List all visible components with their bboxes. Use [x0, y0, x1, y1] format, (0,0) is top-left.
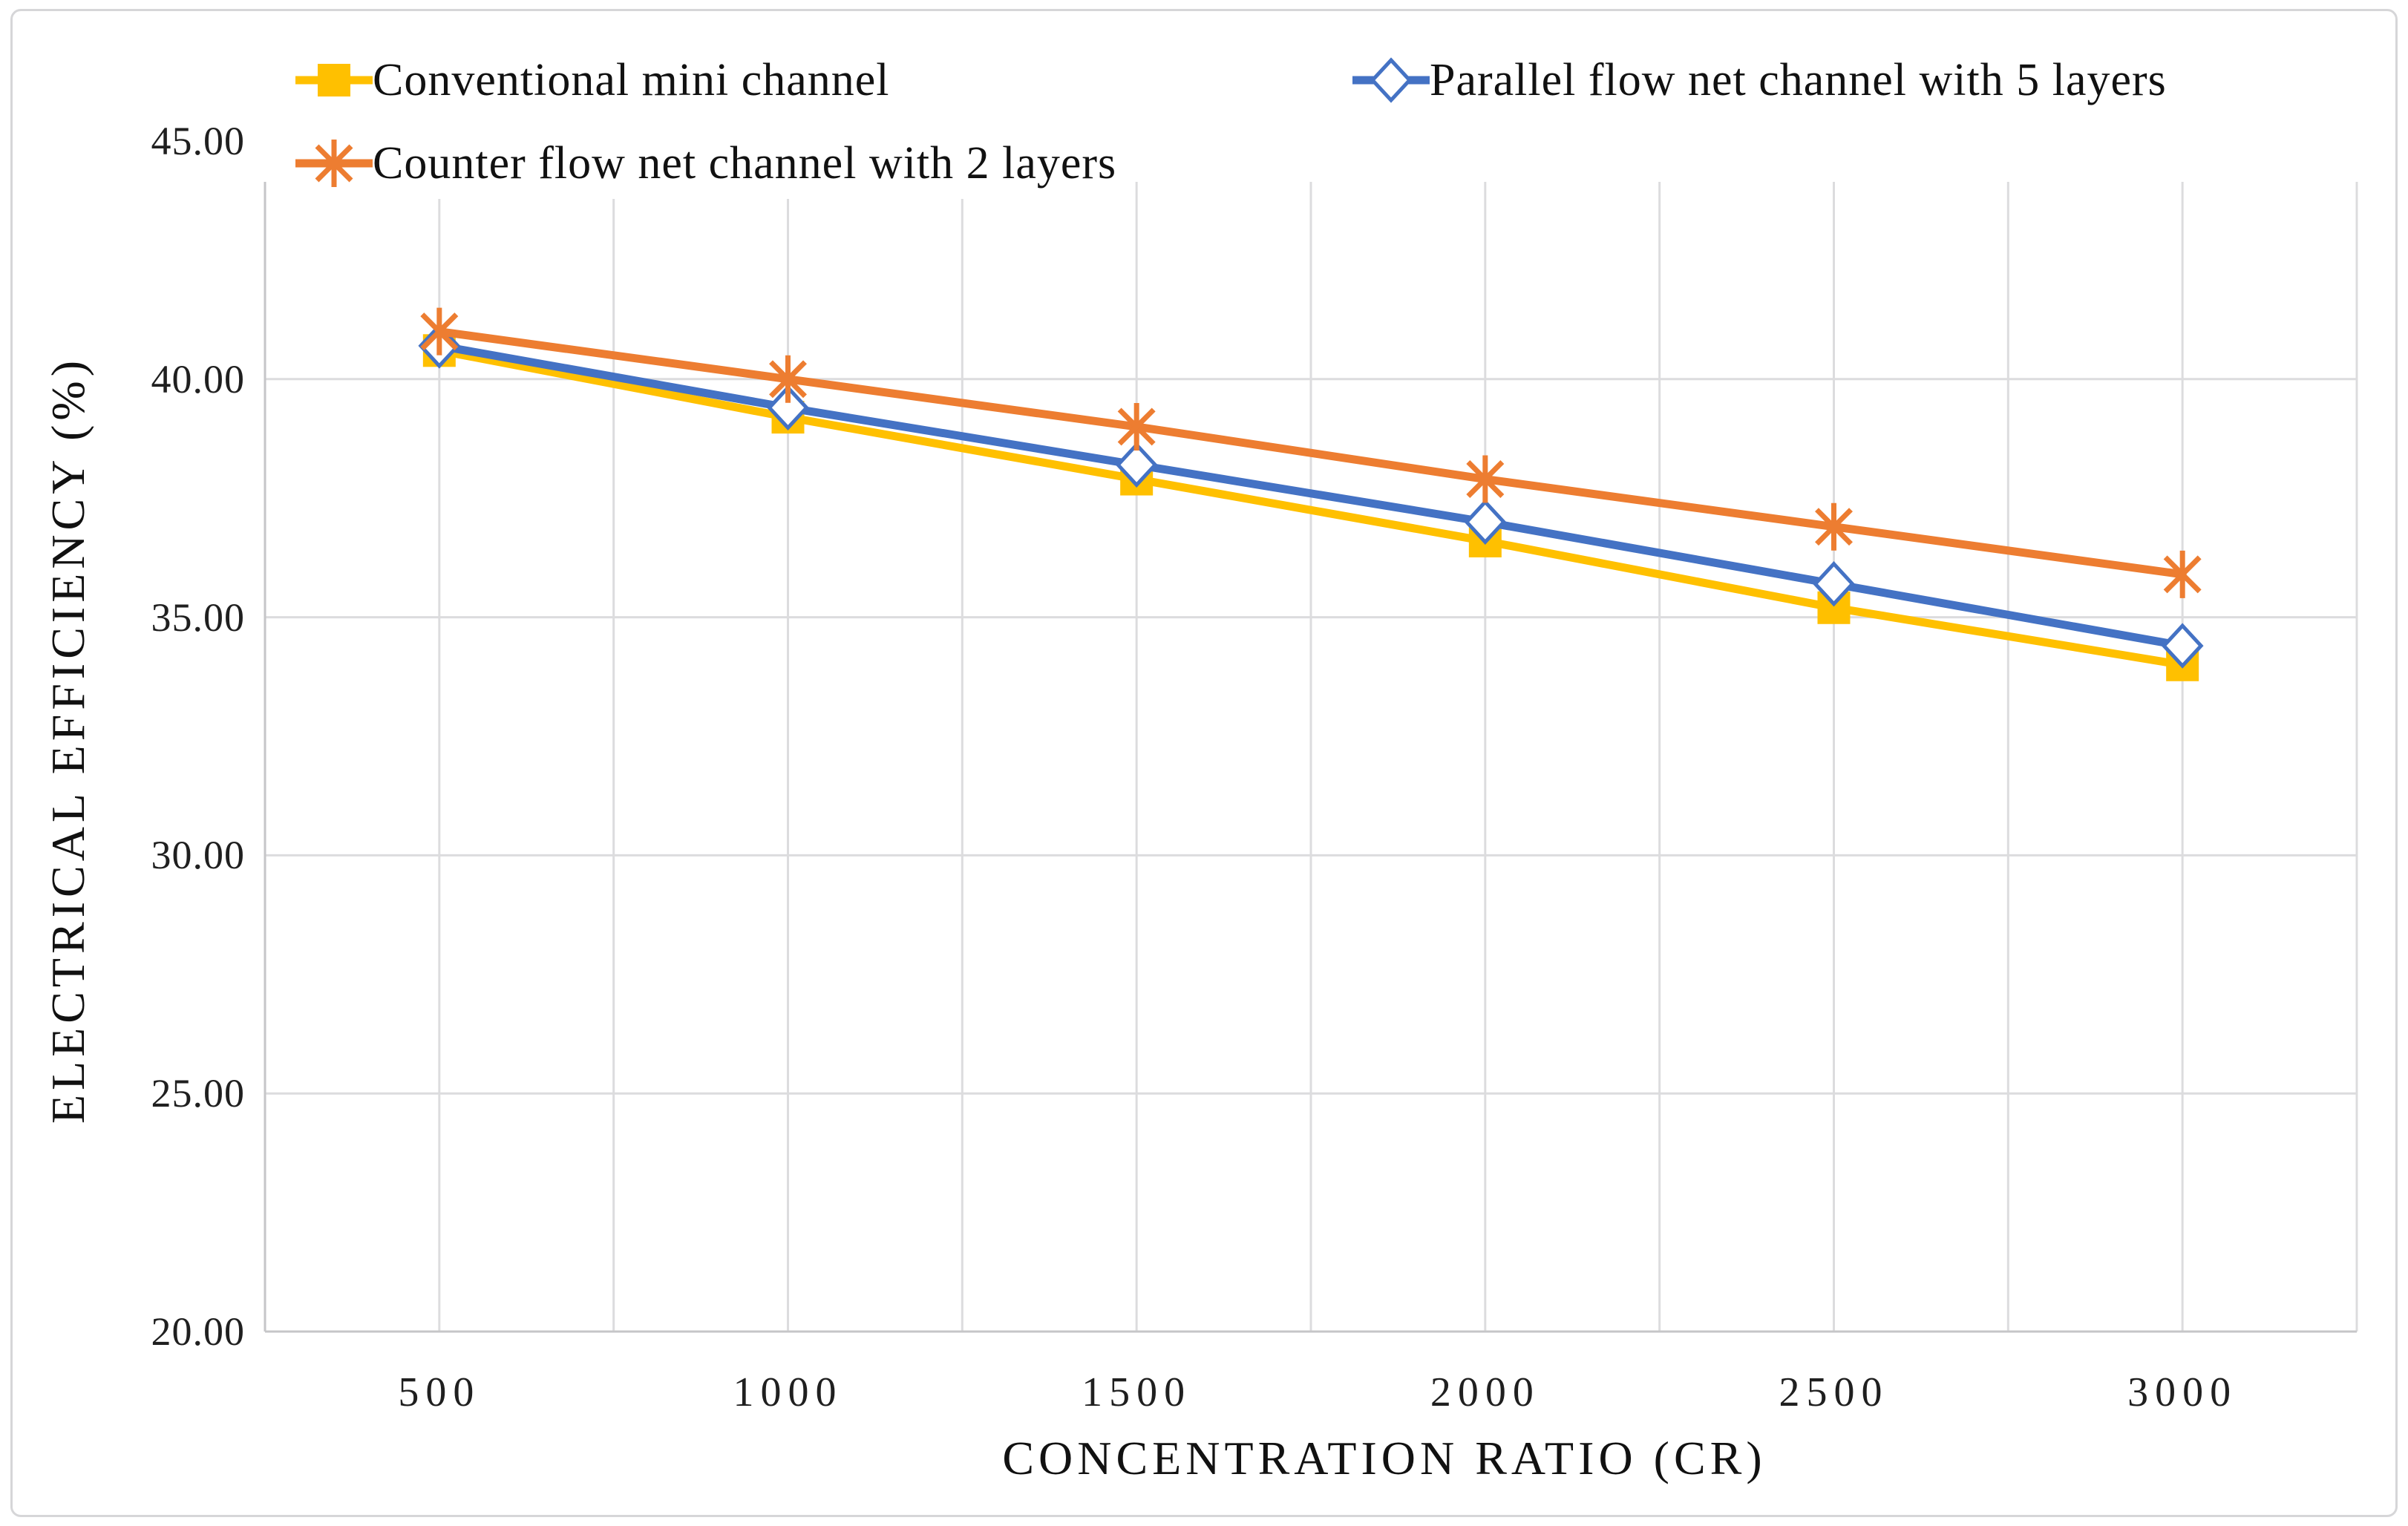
y-axis-title: ELECTRICAL EFFICIENCY (%) [42, 356, 94, 1124]
legend-item-parallel-flow-net-channel: Parallel flow net channel with 5 layers [1352, 45, 2177, 116]
legend-item-counter-flow-net-channel: Counter flow net channel with 2 layers [295, 128, 1128, 199]
x-tick-label: 3000 [2127, 1369, 2238, 1415]
x-tick-label: 1500 [1082, 1369, 1192, 1415]
x-tick-label: 2500 [1779, 1369, 1889, 1415]
y-tick-label: 20.00 [151, 1309, 245, 1354]
square-marker-icon [295, 52, 373, 108]
y-tick-label: 45.00 [151, 119, 245, 163]
gridlines [265, 182, 2358, 1332]
legend-label: Conventional mini channel [373, 55, 890, 105]
series-2 [420, 307, 2202, 598]
legend-label: Counter flow net channel with 2 layers [373, 138, 1117, 189]
x-tick-label: 2000 [1430, 1369, 1540, 1415]
x-tick-label: 500 [398, 1369, 481, 1415]
y-tick-label: 35.00 [151, 595, 245, 640]
legend-label: Parallel flow net channel with 5 layers [1430, 55, 2167, 105]
diamond-marker-icon [1352, 52, 1430, 108]
x-axis-title: CONCENTRATION RATIO (CR) [1002, 1432, 1767, 1484]
y-tick-label: 40.00 [151, 356, 245, 402]
asterisk-marker-icon [295, 135, 373, 191]
x-tick-label: 1000 [733, 1369, 843, 1415]
y-tick-label: 30.00 [151, 833, 245, 878]
legend-item-conventional-mini-channel: Conventional mini channel [295, 45, 900, 116]
y-tick-label: 25.00 [151, 1071, 245, 1116]
